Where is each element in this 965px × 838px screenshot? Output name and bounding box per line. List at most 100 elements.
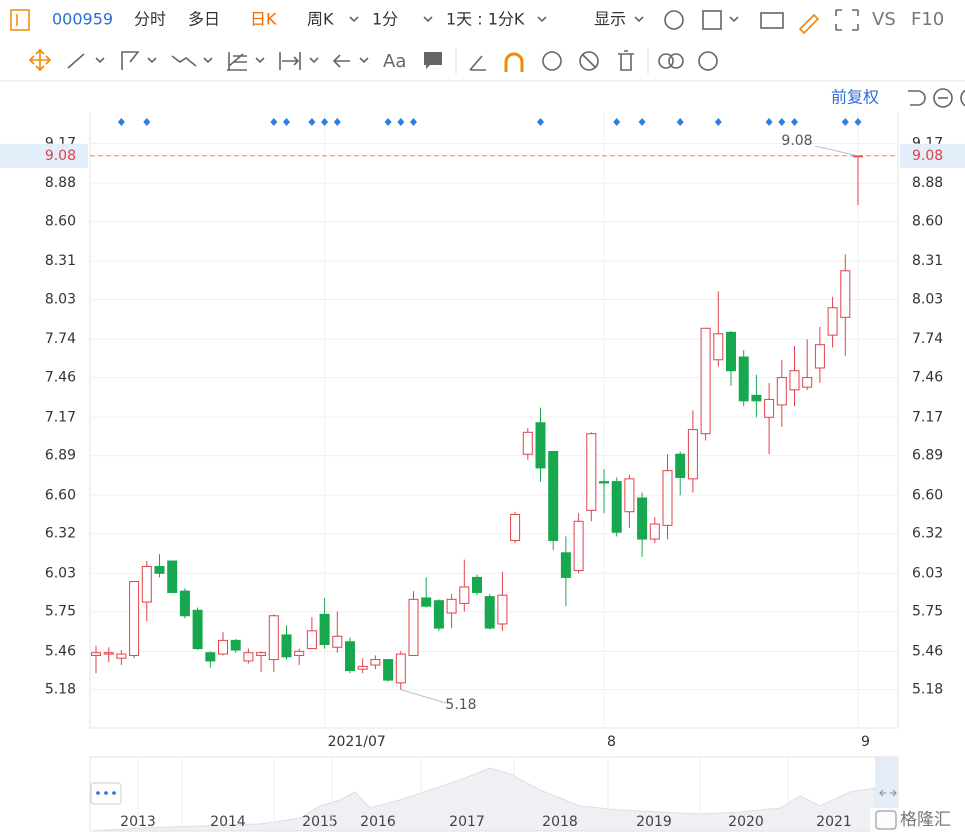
text-tool-icon[interactable]: Aa	[383, 51, 406, 72]
candle-body-up	[586, 433, 597, 511]
y-tick-label: 8.31	[45, 253, 76, 269]
candle-body-down	[345, 641, 355, 672]
candle-body-down	[205, 652, 216, 662]
candle-body-down	[281, 634, 292, 658]
event-marker	[613, 118, 621, 126]
tab[interactable]: 1分	[372, 10, 398, 29]
dot	[96, 791, 100, 795]
vs-button[interactable]: VS	[872, 9, 896, 30]
tab[interactable]: 多日	[188, 10, 220, 29]
candle-body-up	[497, 594, 508, 625]
event-marker	[765, 118, 773, 126]
fib-tool[interactable]	[227, 52, 247, 71]
tab[interactable]: 周K	[307, 10, 334, 29]
event-marker	[143, 118, 151, 126]
tab[interactable]: 1天 : 1分K	[446, 10, 525, 29]
last-price-box	[0, 143, 88, 168]
fullscreen-icon[interactable]	[835, 9, 859, 31]
camera-icon[interactable]	[760, 12, 784, 29]
candle-body-up	[294, 650, 305, 656]
y-tick-label: 5.18	[45, 682, 76, 698]
channel-tool[interactable]	[121, 51, 140, 70]
dropdown-arrow	[147, 57, 157, 64]
watermark-logo	[875, 810, 897, 830]
candle-body-up	[129, 581, 140, 656]
y2-tick-label: 8.60	[912, 214, 943, 230]
comment-tool[interactable]	[424, 52, 442, 69]
event-marker	[537, 118, 544, 126]
tab-active[interactable]: 日K	[250, 10, 277, 29]
candle-body-up	[510, 513, 521, 541]
event-marker	[308, 118, 316, 126]
dropdown-arrow	[537, 16, 547, 23]
event-marker	[638, 118, 646, 126]
candle-body-up	[370, 659, 381, 666]
display-button[interactable]: 显示	[594, 10, 626, 29]
event-marker	[410, 118, 417, 126]
candle-body-down	[751, 394, 762, 402]
y-tick-label: 6.89	[45, 448, 76, 464]
y2-tick-label: 7.74	[912, 331, 943, 347]
panel-icon[interactable]	[10, 9, 30, 31]
dropdown-arrow	[309, 57, 319, 64]
stock-code[interactable]: 000959	[52, 10, 113, 29]
pen-icon[interactable]	[798, 13, 820, 35]
navigator-year: 2013	[120, 814, 156, 830]
event-marker	[397, 118, 405, 126]
candle-body-down	[637, 497, 648, 540]
compare-icon	[668, 53, 684, 69]
zoom-in-icon[interactable]	[960, 89, 965, 107]
adjust-button[interactable]: 前复权	[831, 88, 879, 107]
dropdown-arrow	[729, 16, 739, 23]
dropdown-arrow	[634, 16, 644, 23]
x-tick-label: 2021/07	[328, 734, 386, 750]
navigator-year: 2021	[816, 814, 852, 830]
watermark: 格隆汇	[900, 810, 951, 830]
candle-body-up	[662, 470, 673, 526]
hide-tool[interactable]	[579, 51, 599, 71]
compare-icon[interactable]	[658, 53, 674, 69]
zoom-out-icon[interactable]	[933, 88, 953, 108]
range-tool[interactable]	[279, 52, 301, 70]
y2-tick-label: 5.18	[912, 682, 943, 698]
y2-tick-label: 7.17	[912, 409, 943, 425]
y2-tick-label: 6.60	[912, 487, 943, 503]
angle-tool[interactable]	[469, 55, 486, 71]
y-tick-label: 7.17	[45, 409, 76, 425]
candle-body-down	[472, 576, 482, 593]
move-tool[interactable]	[28, 48, 52, 72]
candle-body-down	[192, 609, 203, 650]
candle-body-up	[700, 327, 711, 435]
shape-icon[interactable]	[702, 10, 722, 30]
candle-body-down	[738, 356, 749, 402]
event-marker	[791, 118, 798, 126]
candle-body-up	[573, 520, 584, 572]
y2-tick-label: 8.03	[912, 292, 943, 308]
line-tool[interactable]	[67, 53, 85, 69]
f10-button[interactable]: F10	[911, 9, 944, 30]
candle-body-down	[599, 481, 609, 484]
y-tick-label: 8.03	[45, 292, 76, 308]
y-tick-label: 8.88	[45, 175, 76, 191]
candle-body-up	[256, 652, 267, 656]
event-marker	[117, 118, 125, 126]
lock-tool[interactable]	[542, 51, 562, 71]
event-marker	[283, 118, 290, 126]
tab[interactable]: 分时	[134, 10, 166, 29]
settings-icon[interactable]	[664, 10, 684, 30]
settings-icon[interactable]	[698, 51, 718, 71]
delete-tool[interactable]	[618, 50, 634, 71]
navigator-arrows[interactable]	[879, 789, 897, 797]
y2-tick-label: 6.32	[912, 526, 943, 542]
dropdown-arrow	[359, 57, 369, 64]
y-tick-label: 5.46	[45, 643, 76, 659]
magnet-tool[interactable]	[504, 52, 524, 72]
candle-body-up	[764, 398, 775, 418]
wave-tool[interactable]	[171, 55, 197, 67]
event-marker	[270, 118, 278, 126]
candle-body-up	[814, 344, 825, 369]
undo-icon[interactable]	[908, 90, 926, 106]
y-tick-label: 5.75	[45, 604, 76, 620]
candle-body-down	[611, 481, 622, 533]
arrow-tool[interactable]	[332, 54, 350, 68]
